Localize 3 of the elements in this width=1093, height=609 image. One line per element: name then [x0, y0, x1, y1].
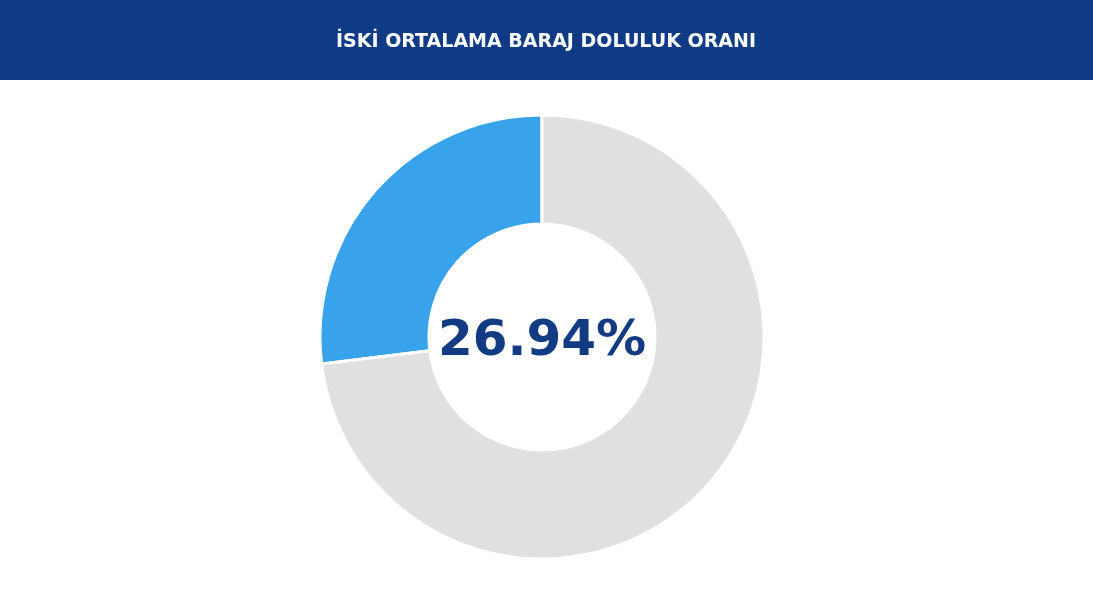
donut-slice [320, 113, 766, 561]
chart-title: İSKİ ORTALAMA BARAJ DOLULUK ORANI [336, 27, 756, 51]
text: 26.94% [437, 308, 647, 367]
